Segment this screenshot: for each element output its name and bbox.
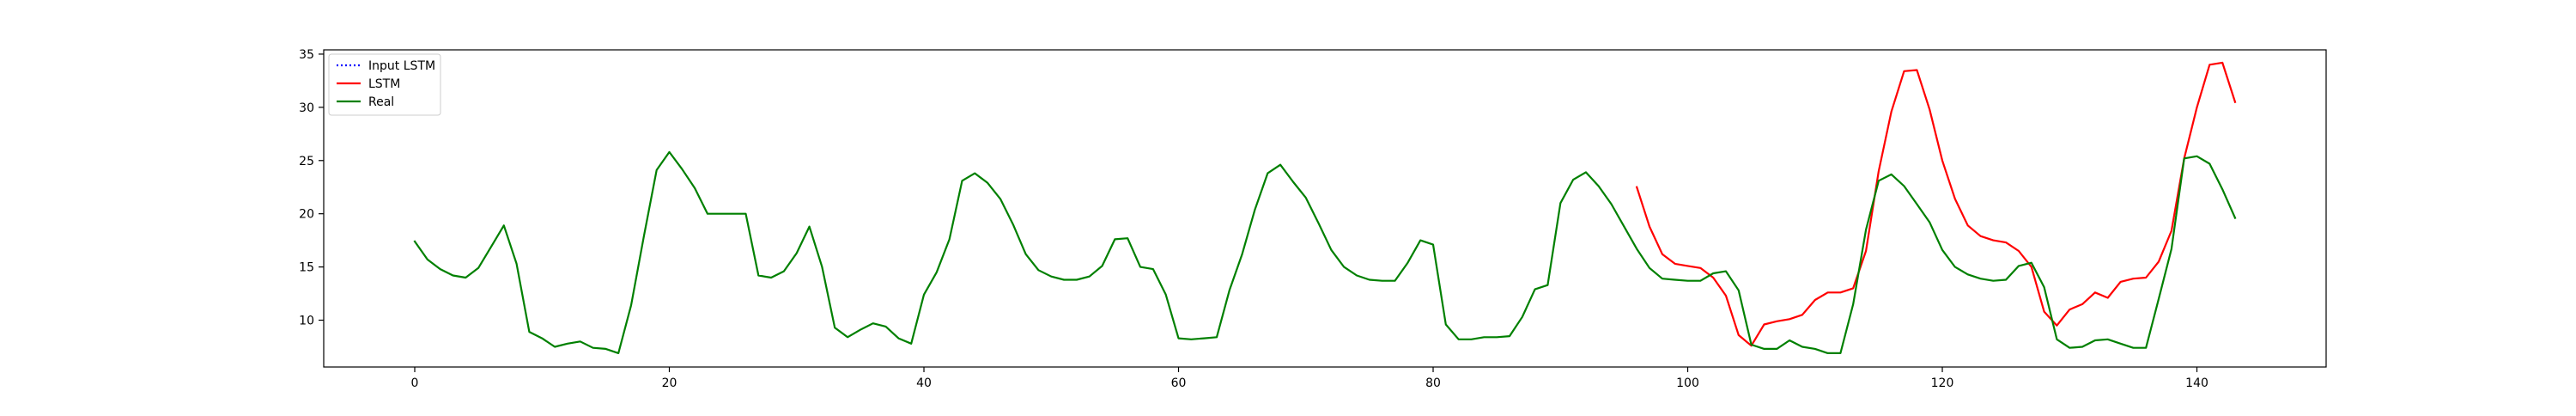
legend-box [328,53,441,116]
y-tick-label: 10 [299,315,314,328]
x-tick-label: 60 [1171,376,1187,390]
legend-label: Input LSTM [368,59,435,73]
series-line-lstm [1635,61,2237,347]
x-tick-label: 100 [1676,376,1699,390]
plot-area [413,61,2237,354]
y-tick-label: 25 [299,155,314,168]
x-tick-label: 0 [411,376,419,390]
y-tick-label: 15 [299,261,314,275]
axes: 0 20 40 60 80 100 120 140 10 15 20 25 30 35 [299,48,2327,390]
y-tick-label: 30 [299,101,314,115]
legend: Input LSTM LSTM Real [328,53,441,116]
x-tick-label: 20 [662,376,677,390]
legend-label: Real [368,95,394,109]
y-tick-label: 20 [299,208,314,222]
series-line-real [413,150,2237,354]
y-tick-label: 35 [299,48,314,62]
x-tick-label: 80 [1425,376,1441,390]
plot-frame [323,49,2327,368]
x-tick-label: 40 [916,376,932,390]
legend-label: LSTM [368,77,400,91]
x-tick-label: 120 [1931,376,1954,390]
x-tick-label: 140 [2185,376,2208,390]
